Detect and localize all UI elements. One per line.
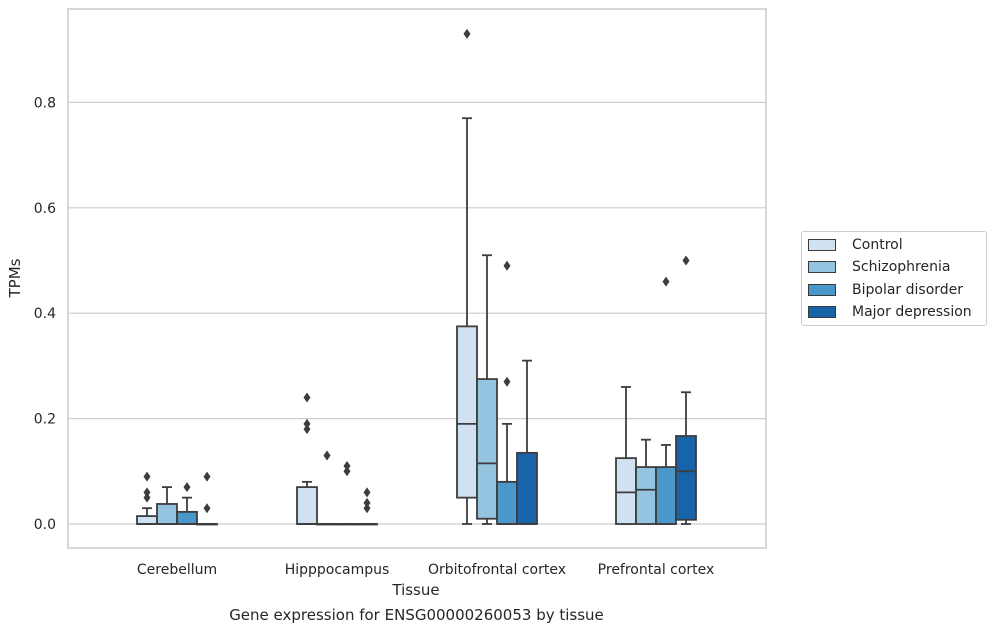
- box-iqr: [615, 457, 637, 525]
- legend: Control Schizophrenia Bipolar disorder M…: [801, 231, 987, 326]
- legend-label-control: Control: [852, 237, 903, 253]
- legend-swatch-bipolar-disorder: [808, 284, 836, 296]
- box-2-1: [336, 461, 358, 526]
- outlier-marker: [463, 28, 471, 39]
- x-axis-ticks: Cerebellum Hipppocampus Orbitofrontal cort…: [137, 562, 714, 578]
- box-0-1: [296, 392, 318, 525]
- box-iqr: [655, 466, 677, 525]
- y-axis-ticks: 0.0 0.2 0.4 0.6 0.8: [34, 95, 56, 533]
- y-tick-label: 0.4: [34, 306, 56, 322]
- box-3-2: [516, 359, 538, 525]
- outlier-marker: [303, 418, 311, 429]
- outlier-marker: [343, 461, 351, 472]
- box-1-3: [635, 438, 657, 525]
- legend-item-bipolar-disorder: Bipolar disorder: [808, 281, 963, 299]
- legend-item-schizophrenia: Schizophrenia: [808, 258, 950, 276]
- y-tick-label: 0.2: [34, 412, 56, 428]
- box-iqr: [675, 435, 697, 521]
- legend-label-schizophrenia: Schizophrenia: [852, 259, 951, 275]
- box-3-0: [196, 471, 218, 526]
- legend-swatch-control: [808, 239, 836, 251]
- box-0-0: [136, 471, 158, 525]
- outlier-marker: [183, 482, 191, 493]
- box-1-1: [316, 450, 338, 526]
- chart-caption: Gene expression for ENSG00000260053 by t…: [229, 606, 604, 624]
- outlier-marker: [662, 276, 670, 287]
- box-iqr: [496, 480, 518, 525]
- box-iqr: [176, 510, 198, 525]
- outlier-marker: [143, 471, 151, 482]
- x-tick-label: Hipppocampus: [285, 562, 390, 578]
- box-iqr: [156, 503, 178, 525]
- legend-label-major-depression: Major depression: [852, 304, 972, 320]
- legend-label-bipolar-disorder: Bipolar disorder: [852, 282, 964, 298]
- y-axis-title: TPMs: [6, 258, 24, 298]
- box-iqr: [296, 486, 318, 525]
- outlier-marker: [363, 497, 371, 508]
- legend-swatch-major-depression: [808, 306, 836, 318]
- outlier-marker: [363, 487, 371, 498]
- box-0-2: [456, 28, 478, 525]
- legend-item-major-depression: Major depression: [808, 303, 972, 321]
- box-series: [136, 28, 697, 526]
- outlier-marker: [143, 492, 151, 503]
- outlier-marker: [343, 466, 351, 477]
- box-iqr: [456, 325, 478, 499]
- outlier-marker: [363, 503, 371, 514]
- y-tick-label: 0.8: [34, 95, 56, 111]
- legend-item-control: Control: [808, 236, 903, 254]
- box-3-1: [356, 497, 378, 526]
- outlier-marker: [503, 260, 511, 271]
- x-axis-title: Tissue: [391, 581, 439, 599]
- x-tick-label: Orbitofrontal cortex: [428, 562, 566, 578]
- box-iqr: [516, 451, 538, 525]
- x-tick-label: Cerebellum: [137, 562, 217, 578]
- box-3-3: [675, 255, 697, 525]
- outlier-marker: [323, 450, 331, 461]
- box-2-2: [496, 260, 518, 525]
- outlier-marker: [303, 392, 311, 403]
- box-2-3: [655, 276, 677, 525]
- outlier-marker: [682, 255, 690, 266]
- y-tick-label: 0.6: [34, 201, 56, 217]
- outlier-marker: [503, 376, 511, 387]
- box-2-0: [176, 482, 198, 525]
- box-iqr: [476, 378, 498, 520]
- box-1-2: [476, 254, 498, 525]
- outlier-marker: [143, 487, 151, 498]
- x-tick-label: Prefrontal cortex: [598, 562, 715, 578]
- outlier-marker: [203, 503, 211, 514]
- box-iqr: [136, 515, 158, 525]
- legend-swatch-schizophrenia: [808, 261, 836, 273]
- outlier-marker: [203, 471, 211, 482]
- outlier-marker: [303, 424, 311, 435]
- box-iqr: [635, 466, 657, 525]
- plot-background: [67, 8, 767, 549]
- y-tick-label: 0.0: [34, 517, 56, 533]
